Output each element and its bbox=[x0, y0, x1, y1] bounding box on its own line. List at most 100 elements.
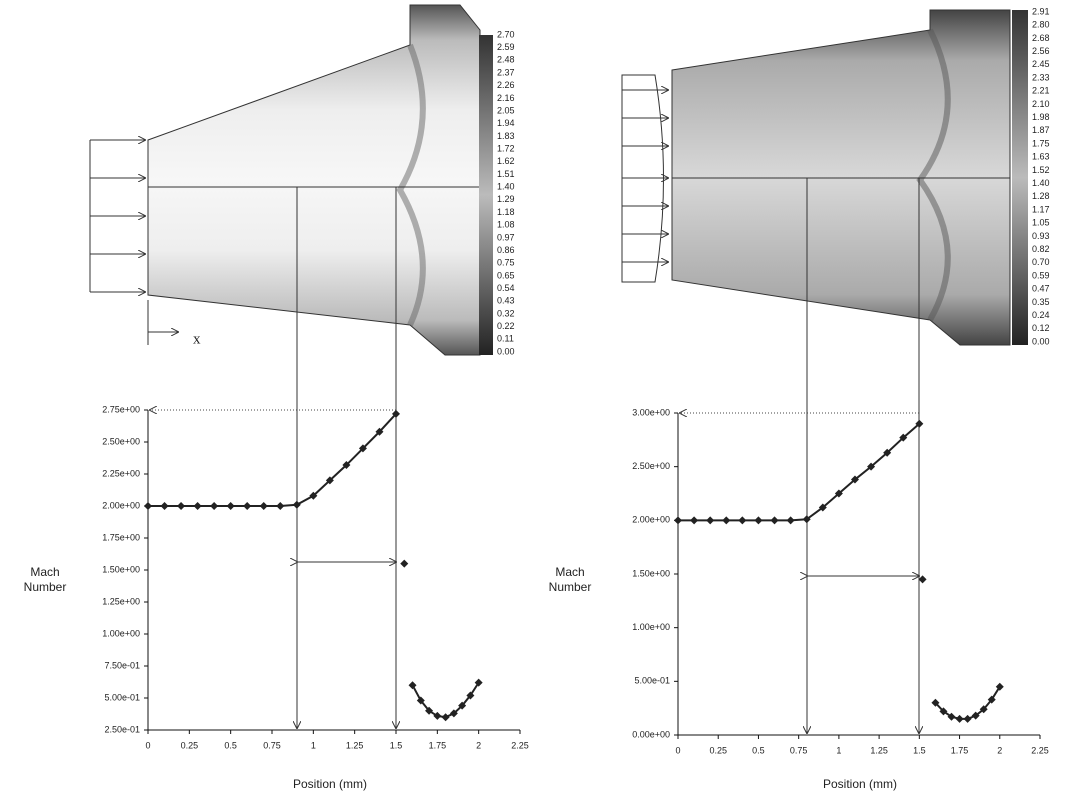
point bbox=[226, 502, 235, 510]
colorbar-label: 1.17 bbox=[1032, 204, 1050, 214]
y-tick-label: 3.00e+00 bbox=[632, 407, 670, 417]
colorbar-label: 2.21 bbox=[1032, 86, 1050, 96]
y-tick-label: 2.00e+00 bbox=[632, 515, 670, 525]
point bbox=[770, 516, 779, 525]
colorbar-label: 1.40 bbox=[1032, 178, 1050, 188]
point bbox=[979, 705, 988, 714]
x-tick-label: 2.25 bbox=[511, 740, 529, 750]
x-tick-label: 0.25 bbox=[181, 740, 199, 750]
y-tick-label: 2.75e+00 bbox=[102, 404, 140, 414]
point bbox=[325, 476, 334, 485]
colorbar-label: 2.37 bbox=[497, 67, 515, 77]
x-tick-label: 0 bbox=[145, 740, 150, 750]
colorbar-label: 0.70 bbox=[1032, 257, 1050, 267]
colorbar-label: 1.40 bbox=[497, 182, 515, 192]
colorbar-label: 2.48 bbox=[497, 55, 515, 65]
colorbar-label: 0.35 bbox=[1032, 297, 1050, 307]
line bbox=[148, 413, 397, 507]
point bbox=[392, 409, 400, 418]
colorbar-label: 1.83 bbox=[497, 131, 515, 141]
colorbar-label: 1.98 bbox=[1032, 112, 1050, 122]
colorbar-label: 0.47 bbox=[1032, 284, 1050, 294]
colorbar-label: 1.08 bbox=[497, 220, 515, 230]
colorbar-label: 1.62 bbox=[497, 156, 515, 166]
colorbar-label: 0.00 bbox=[497, 346, 515, 356]
x-tick-label: 0 bbox=[675, 745, 680, 755]
y-tick-label: 5.00e-01 bbox=[104, 692, 140, 702]
y-tick-label: 2.25e+00 bbox=[102, 468, 140, 478]
point bbox=[342, 461, 351, 470]
x-tick-label: 0.5 bbox=[224, 740, 237, 750]
colorbar-label: 1.05 bbox=[1032, 218, 1050, 228]
colorbar-label: 2.16 bbox=[497, 93, 515, 103]
point bbox=[210, 502, 219, 510]
point bbox=[259, 502, 268, 510]
axis-label: x bbox=[193, 331, 201, 347]
point bbox=[276, 502, 285, 510]
colorbar-label: 2.05 bbox=[497, 105, 515, 115]
colorbar-label: 2.70 bbox=[497, 29, 515, 39]
x-tick-label: 1.5 bbox=[390, 740, 403, 750]
x-tick-label: 0.75 bbox=[263, 740, 281, 750]
point bbox=[995, 682, 1004, 691]
y-tick-label: 1.75e+00 bbox=[102, 532, 140, 542]
x-tick-label: 1 bbox=[311, 740, 316, 750]
point bbox=[375, 427, 384, 436]
colorbar-label: 1.51 bbox=[497, 169, 515, 179]
colorbar-label: 0.24 bbox=[1032, 310, 1050, 320]
point bbox=[883, 448, 892, 457]
colorbar-label: 2.68 bbox=[1032, 33, 1050, 43]
colorbar-label: 0.43 bbox=[497, 296, 515, 306]
colorbar-label: 0.86 bbox=[497, 245, 515, 255]
point bbox=[738, 516, 747, 525]
point bbox=[818, 503, 827, 512]
point bbox=[309, 491, 318, 500]
y-tick-label: 1.50e+00 bbox=[102, 564, 140, 574]
point bbox=[458, 701, 467, 710]
y-tick-label: 2.50e+00 bbox=[632, 461, 670, 471]
x-tick-label: 1.5 bbox=[913, 745, 926, 755]
point bbox=[400, 559, 409, 568]
colorbar-label: 0.54 bbox=[497, 283, 515, 293]
x-tick-label: 1.75 bbox=[951, 745, 969, 755]
point bbox=[425, 706, 434, 715]
x-tick-label: 2.25 bbox=[1031, 745, 1049, 755]
colorbar-label: 2.56 bbox=[1032, 46, 1050, 56]
line bbox=[678, 422, 920, 522]
x-tick-label: 1 bbox=[836, 745, 841, 755]
x-tick-label: 2 bbox=[997, 745, 1002, 755]
point bbox=[722, 516, 731, 525]
colorbar-label: 2.59 bbox=[497, 42, 515, 52]
colorbar-label: 2.26 bbox=[497, 80, 515, 90]
point bbox=[243, 502, 252, 510]
point bbox=[931, 698, 940, 707]
colorbar-label: 2.45 bbox=[1032, 59, 1050, 69]
colorbar-label: 1.63 bbox=[1032, 152, 1050, 162]
point bbox=[474, 678, 483, 687]
point bbox=[963, 714, 972, 723]
point bbox=[441, 713, 450, 722]
point bbox=[955, 714, 964, 723]
point bbox=[939, 707, 948, 716]
point bbox=[177, 502, 186, 510]
y-tick-label: 1.00e+00 bbox=[102, 628, 140, 638]
colorbar-label: 0.97 bbox=[497, 232, 515, 242]
colorbar-label: 0.11 bbox=[497, 334, 514, 344]
y-axis-title: Mach Number bbox=[24, 565, 67, 594]
point bbox=[416, 696, 425, 705]
colorbar-label: 0.59 bbox=[1032, 270, 1050, 280]
point bbox=[466, 691, 475, 700]
colorbar-label: 2.80 bbox=[1032, 20, 1050, 30]
y-tick-label: 1.25e+00 bbox=[102, 596, 140, 606]
point bbox=[834, 489, 843, 498]
y-tick-label: 1.50e+00 bbox=[632, 568, 670, 578]
point bbox=[899, 433, 908, 442]
point bbox=[292, 500, 301, 509]
y-tick-label: 2.50e-01 bbox=[104, 724, 140, 734]
y-tick-label: 0.00e+00 bbox=[632, 729, 670, 739]
x-tick-label: 2 bbox=[476, 740, 481, 750]
point bbox=[193, 502, 202, 510]
x-axis-title: Position (mm) bbox=[293, 777, 367, 791]
point bbox=[433, 711, 442, 720]
x-tick-label: 1.75 bbox=[429, 740, 447, 750]
